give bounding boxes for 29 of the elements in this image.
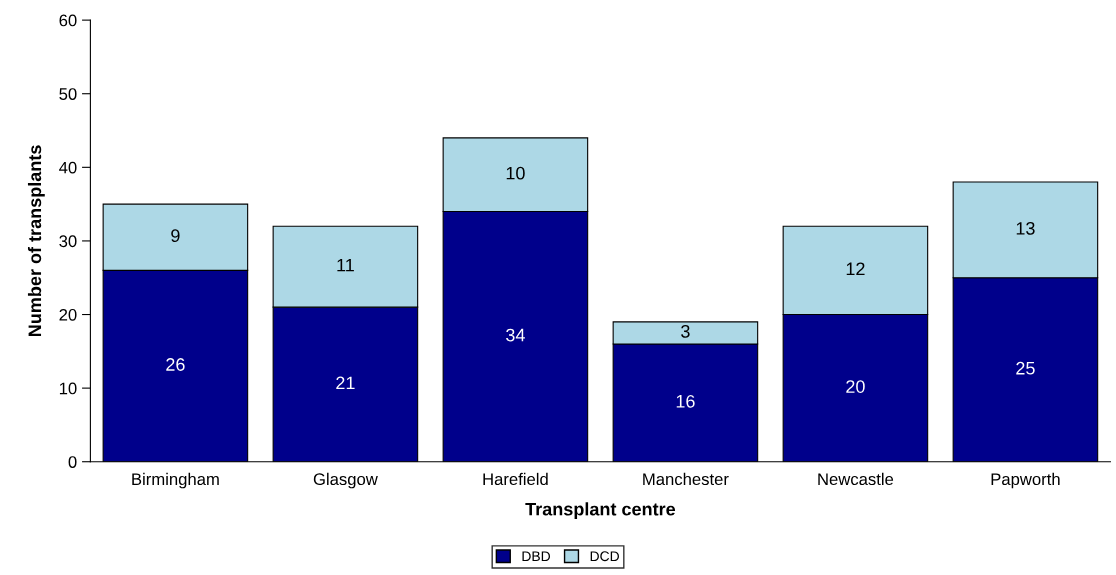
x-axis-title: Transplant centre [525,502,676,520]
legend-label: DBD [522,551,551,562]
data-label: 20 [846,380,865,393]
data-label: 13 [1016,221,1035,235]
y-tick-label: 40 [59,161,77,174]
y-axis-title: Number of transplants [27,145,45,337]
x-tick-label: Glasgow [313,472,378,489]
y-tick-label: 60 [59,14,77,27]
data-label: 3 [681,324,690,338]
legend-label: DCD [590,551,619,562]
data-label: 11 [337,258,354,272]
x-tick-label: Manchester [643,472,729,486]
y-tick-label: 30 [59,235,77,248]
x-tick-label: Birmingham [132,472,219,489]
data-label: 16 [676,394,695,408]
x-tick-label: Papworth [991,472,1060,489]
data-label: 25 [1016,361,1035,375]
data-label: 34 [506,328,525,342]
data-label: 21 [336,376,355,390]
y-tick-label: 10 [59,382,77,395]
x-tick-label: Newcastle [818,472,894,486]
y-tick-label: 50 [59,88,77,100]
data-label: 26 [166,358,185,371]
y-tick-label: 0 [68,456,77,468]
y-tick-label: 20 [59,308,77,321]
x-tick-label: Harefield [483,472,548,486]
data-label: 10 [506,166,525,180]
data-label: 12 [846,262,865,276]
data-label: 9 [171,229,180,243]
